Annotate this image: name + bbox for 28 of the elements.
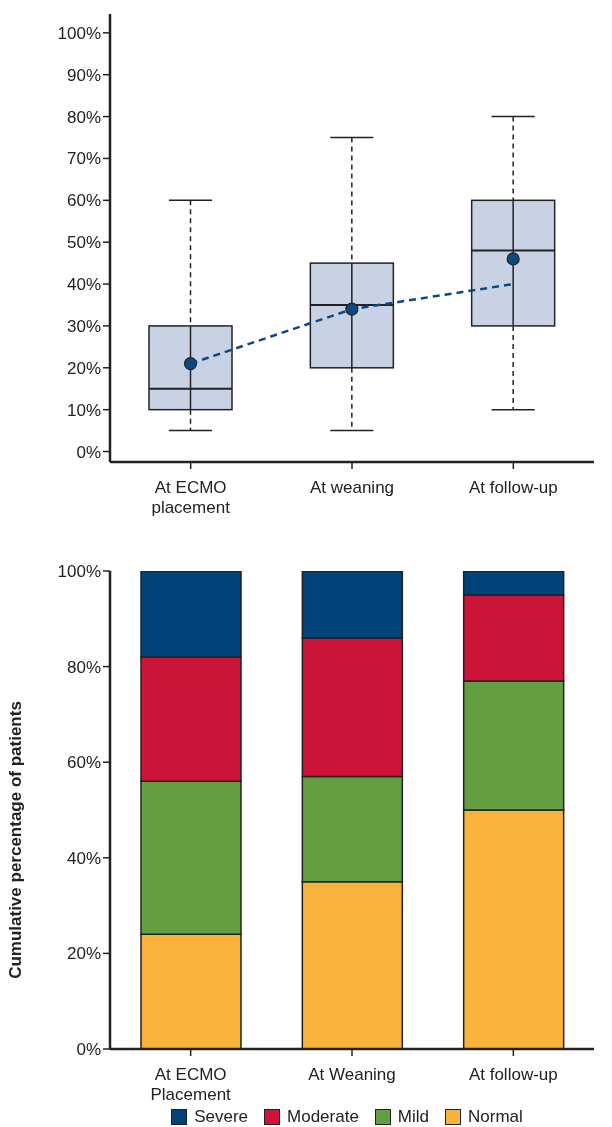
legend-label: Severe xyxy=(193,1107,249,1127)
y-axis-title: Cumulative percentage of patients xyxy=(6,701,26,979)
legend-label: Normal xyxy=(467,1107,523,1127)
y-tick-label: 0% xyxy=(76,1040,101,1060)
x-tick-label: At follow-up xyxy=(468,1065,558,1084)
y-tick-label: 90% xyxy=(66,65,101,85)
x-tick-label: At follow-up xyxy=(468,478,558,497)
y-tick-label: 40% xyxy=(66,275,101,295)
y-tick-label: 80% xyxy=(66,657,101,677)
y-tick-label: 20% xyxy=(66,358,101,378)
y-tick-label: 70% xyxy=(66,149,101,169)
y-tick-label: 60% xyxy=(66,753,101,773)
y-tick-label: 0% xyxy=(76,442,101,462)
y-tick-label: 40% xyxy=(66,848,101,868)
y-tick-label: 30% xyxy=(66,316,101,336)
y-tick-label: 20% xyxy=(66,944,101,964)
legend-label: Mild xyxy=(396,1107,430,1127)
x-tick-label: At Weaning xyxy=(308,1065,396,1084)
legend-label: Moderate xyxy=(286,1107,359,1127)
x-tick-label: At ECMO placement xyxy=(151,478,231,517)
y-tick-label: 50% xyxy=(66,233,101,253)
y-tick-label: 80% xyxy=(66,107,101,127)
x-tick-label: At weaning xyxy=(309,478,395,497)
y-tick-label: 60% xyxy=(66,191,101,211)
y-tick-label: 10% xyxy=(66,400,101,420)
x-tick-label: At ECMO Placement xyxy=(150,1065,232,1104)
y-tick-label: 100% xyxy=(57,562,101,582)
y-tick-label: 100% xyxy=(57,23,101,43)
